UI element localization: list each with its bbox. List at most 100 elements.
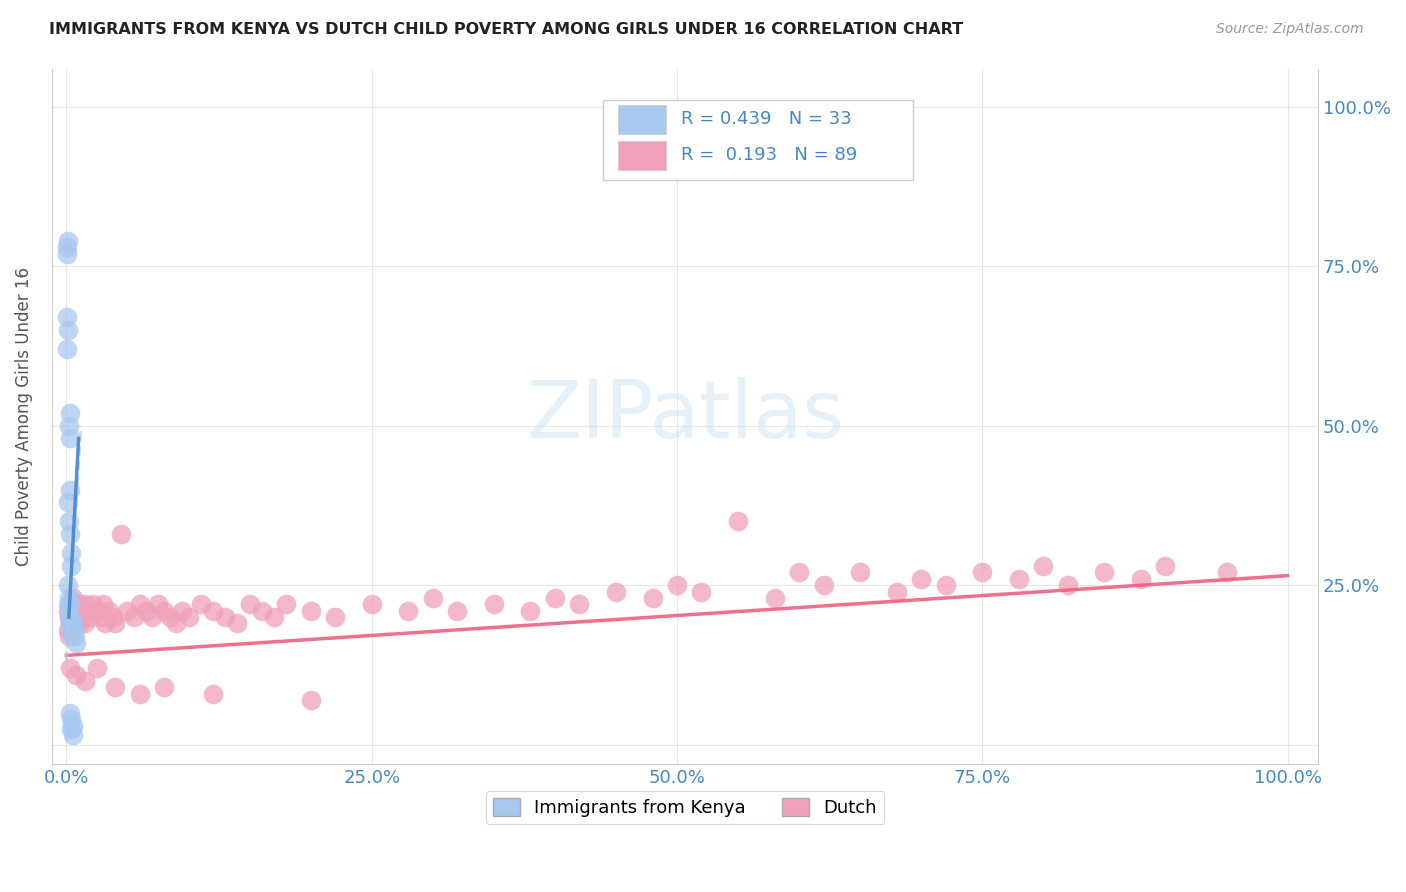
Immigrants from Kenya	[59, 527, 82, 541]
Dutch	[73, 673, 96, 688]
Immigrants from Kenya	[59, 616, 82, 631]
Dutch	[63, 598, 86, 612]
Dutch	[67, 616, 90, 631]
Immigrants from Kenya	[60, 623, 83, 637]
Immigrants from Kenya	[58, 234, 80, 248]
Dutch	[190, 598, 212, 612]
Dutch	[153, 604, 176, 618]
Immigrants from Kenya	[60, 559, 83, 574]
Immigrants from Kenya	[60, 722, 83, 736]
Dutch	[59, 661, 82, 675]
Dutch	[446, 604, 468, 618]
Dutch	[67, 598, 90, 612]
Immigrants from Kenya	[59, 598, 82, 612]
Text: R =  0.193   N = 89: R = 0.193 N = 89	[681, 146, 858, 164]
Dutch	[396, 604, 419, 618]
Dutch	[66, 610, 89, 624]
Immigrants from Kenya	[59, 483, 82, 497]
Dutch	[122, 610, 145, 624]
Dutch	[90, 610, 112, 624]
Dutch	[1008, 572, 1031, 586]
Dutch	[128, 598, 150, 612]
Text: Source: ZipAtlas.com: Source: ZipAtlas.com	[1216, 22, 1364, 37]
Dutch	[299, 693, 322, 707]
Text: ZIPatlas: ZIPatlas	[526, 377, 844, 455]
Dutch	[101, 610, 124, 624]
Dutch	[323, 610, 346, 624]
Dutch	[86, 661, 108, 675]
FancyBboxPatch shape	[603, 100, 912, 180]
Dutch	[110, 527, 132, 541]
Dutch	[1032, 559, 1054, 574]
Immigrants from Kenya	[62, 718, 84, 732]
Immigrants from Kenya	[63, 629, 86, 643]
Dutch	[813, 578, 835, 592]
Dutch	[56, 623, 79, 637]
Dutch	[128, 687, 150, 701]
Dutch	[86, 604, 108, 618]
Dutch	[201, 687, 224, 701]
Dutch	[787, 566, 810, 580]
Dutch	[544, 591, 567, 605]
Dutch	[77, 604, 100, 618]
Immigrants from Kenya	[56, 246, 79, 260]
Dutch	[91, 598, 114, 612]
Dutch	[214, 610, 236, 624]
Dutch	[299, 604, 322, 618]
Immigrants from Kenya	[58, 515, 80, 529]
Dutch	[62, 591, 84, 605]
Dutch	[65, 667, 87, 681]
Dutch	[70, 610, 93, 624]
Immigrants from Kenya	[56, 578, 79, 592]
Dutch	[94, 616, 117, 631]
Dutch	[56, 604, 79, 618]
Dutch	[910, 572, 932, 586]
FancyBboxPatch shape	[617, 104, 666, 134]
Dutch	[117, 604, 139, 618]
Immigrants from Kenya	[56, 342, 79, 356]
Immigrants from Kenya	[60, 546, 83, 560]
Dutch	[146, 598, 169, 612]
Immigrants from Kenya	[56, 240, 79, 254]
Dutch	[159, 610, 181, 624]
Immigrants from Kenya	[62, 616, 84, 631]
Dutch	[165, 616, 187, 631]
Dutch	[1215, 566, 1237, 580]
Immigrants from Kenya	[58, 418, 80, 433]
Dutch	[519, 604, 541, 618]
Immigrants from Kenya	[62, 629, 84, 643]
Immigrants from Kenya	[58, 610, 80, 624]
Dutch	[62, 616, 84, 631]
Dutch	[65, 604, 87, 618]
Dutch	[849, 566, 872, 580]
Immigrants from Kenya	[65, 635, 87, 649]
Dutch	[886, 584, 908, 599]
Dutch	[482, 598, 505, 612]
Immigrants from Kenya	[56, 495, 79, 509]
Immigrants from Kenya	[58, 591, 80, 605]
Dutch	[62, 610, 84, 624]
Immigrants from Kenya	[56, 598, 79, 612]
Dutch	[59, 616, 82, 631]
Dutch	[177, 610, 200, 624]
Dutch	[1130, 572, 1153, 586]
Dutch	[172, 604, 194, 618]
Dutch	[263, 610, 285, 624]
Dutch	[98, 604, 121, 618]
Dutch	[226, 616, 249, 631]
Dutch	[58, 629, 80, 643]
Dutch	[153, 680, 176, 694]
Immigrants from Kenya	[56, 323, 79, 337]
Dutch	[135, 604, 157, 618]
Immigrants from Kenya	[59, 406, 82, 420]
Immigrants from Kenya	[55, 310, 77, 325]
Dutch	[250, 604, 273, 618]
Dutch	[568, 598, 591, 612]
Dutch	[80, 610, 103, 624]
Text: IMMIGRANTS FROM KENYA VS DUTCH CHILD POVERTY AMONG GIRLS UNDER 16 CORRELATION CH: IMMIGRANTS FROM KENYA VS DUTCH CHILD POV…	[49, 22, 963, 37]
Y-axis label: Child Poverty Among Girls Under 16: Child Poverty Among Girls Under 16	[15, 267, 32, 566]
Immigrants from Kenya	[62, 728, 84, 742]
Dutch	[276, 598, 298, 612]
Text: R = 0.439   N = 33: R = 0.439 N = 33	[681, 111, 852, 128]
Dutch	[972, 566, 994, 580]
